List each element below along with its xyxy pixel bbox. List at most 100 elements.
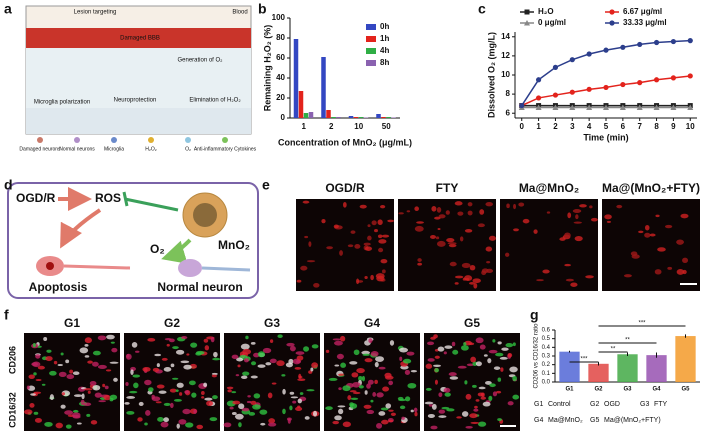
image-title: G2 [164,316,180,330]
cell [500,367,504,372]
cell [381,419,389,425]
cell [489,383,496,388]
cell [368,338,373,344]
cell [459,236,464,242]
x-tick-label: 2 [329,122,334,131]
cell [564,263,571,267]
cell [188,380,196,386]
cell [370,274,374,281]
arrow [60,208,102,249]
cell [631,254,640,259]
cell [477,223,485,228]
cell [106,334,115,340]
bar [326,110,331,118]
y-axis-label: CD206 vs CD16/32 ratio [534,323,540,389]
x-tick-label: 10 [354,122,363,131]
cell [89,380,97,386]
marker [620,44,626,50]
y-tick-label: 0.0 [542,380,551,386]
cell [90,420,98,425]
group-legend: FTY [654,401,668,408]
cell [449,376,459,380]
cell [160,421,169,428]
bar [363,117,369,118]
cell [461,411,469,417]
cell [155,401,162,404]
legend-label: 8h [380,58,389,67]
micrograph [602,199,700,291]
cell [204,345,210,351]
cell [190,342,198,348]
cell [456,416,462,419]
cell [374,361,379,368]
cell [257,351,266,358]
bar [391,117,396,118]
legend-swatch [366,36,376,42]
cell [300,265,308,271]
stain-label: CD206 [7,346,17,374]
legend-label: 6.67 μg/ml [623,7,662,16]
x-tick-label: 6 [621,122,626,131]
cell [366,383,371,389]
cell [338,373,345,376]
cell [163,417,169,423]
cell [604,214,612,220]
cell [306,260,316,263]
cell [399,356,403,362]
cell [98,400,107,403]
inhibit-line [124,197,179,212]
cell [180,360,190,364]
cell [105,369,112,372]
cell [589,205,593,209]
cell [49,394,54,401]
cell [285,362,294,368]
cell [430,235,437,239]
cell [469,413,478,419]
group-legend: G3 [640,401,649,408]
cell [334,364,340,367]
diagram-label: Apoptosis [29,280,88,294]
cell [303,346,310,352]
legend-label: H₂O [538,7,554,16]
cell [151,396,161,402]
cell [518,202,525,207]
cell [234,413,244,420]
cell [448,243,457,248]
cell [83,388,93,391]
cell [380,205,386,209]
cell [32,343,36,348]
cell [377,234,383,239]
cell [425,363,433,369]
cell [638,230,644,234]
cell [55,422,63,429]
cell [654,269,662,275]
cell [585,275,594,279]
image-title: Ma@(MnO₂+FTY) [602,181,700,195]
cell [501,347,509,351]
cell [434,216,441,220]
y-tick-label: 6 [506,108,511,117]
cell [366,409,375,415]
cell [376,422,383,429]
cell [313,282,320,288]
cell [367,224,371,228]
marker [603,84,609,91]
cell [377,219,383,226]
cell [513,228,519,232]
cell [271,382,277,385]
cell [664,224,673,229]
cell [210,336,215,343]
cell [477,392,484,397]
marker [535,95,542,101]
micrograph [500,199,598,291]
cell [375,273,385,279]
cell [24,409,33,415]
marker [653,39,660,46]
cell [245,335,249,340]
cell [267,392,273,399]
cell [644,232,651,238]
y-axis-label: Dissolved O₂ (mg/L) [486,32,496,118]
y-tick-label: 0.6 [542,328,551,334]
cell [338,387,342,391]
cell [86,413,91,417]
